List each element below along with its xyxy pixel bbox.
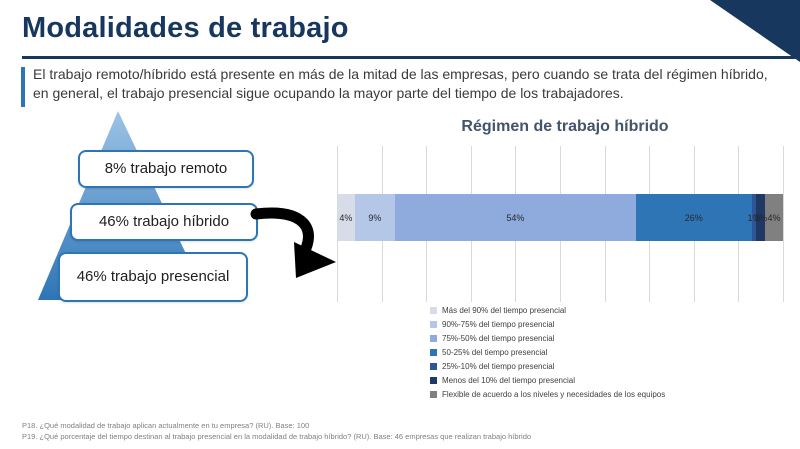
legend-item: 50-25% del tiempo presencial	[430, 348, 665, 357]
legend-swatch-icon	[430, 321, 437, 328]
legend-label: Más del 90% del tiempo presencial	[442, 306, 567, 315]
bar-segment: 2%	[754, 194, 768, 241]
bar-segment-label: 9%	[368, 212, 382, 223]
footnote-p19: P19. ¿Qué porcentaje del tiempo destinan…	[22, 431, 532, 441]
bar-segment: 4%	[337, 194, 355, 241]
footnote-p18: P18. ¿Qué modalidad de trabajo aplican a…	[22, 421, 310, 430]
stacked-bar: 4% 9% 54% 26% 1% 2% 4%	[337, 194, 783, 241]
subtitle-accent-bar	[21, 67, 25, 107]
legend-item: Más del 90% del tiempo presencial	[430, 306, 665, 315]
legend-swatch-icon	[430, 391, 437, 398]
pyramid-label-hibrido: 46% trabajo híbrido	[70, 203, 258, 241]
slide-subtitle: El trabajo remoto/híbrido está presente …	[33, 66, 768, 102]
bar-segment-label: 54%	[506, 212, 525, 223]
legend-swatch-icon	[430, 377, 437, 384]
chart-legend: Más del 90% del tiempo presencial 90%-75%…	[430, 306, 665, 404]
legend-swatch-icon	[430, 335, 437, 342]
legend-label: 90%-75% del tiempo presencial	[442, 320, 555, 329]
bar-segment-label: 4%	[339, 212, 353, 223]
legend-swatch-icon	[430, 349, 437, 356]
chart-title: Régimen de trabajo híbrido	[461, 118, 669, 135]
bar-segment: 4%	[765, 194, 783, 241]
legend-label: 50-25% del tiempo presencial	[442, 348, 548, 357]
arrow-icon	[250, 207, 336, 278]
legend-label: 75%-50% del tiempo presencial	[442, 334, 555, 343]
pyramid-label-hibrido-text: 46% trabajo híbrido	[98, 213, 230, 230]
bar-segment-label: 4%	[767, 212, 781, 223]
legend-item: 25%-10% del tiempo presencial	[430, 362, 665, 371]
legend-swatch-icon	[430, 363, 437, 370]
gridline	[783, 146, 784, 302]
footnotes: P18. ¿Qué modalidad de trabajo aplican a…	[22, 421, 531, 443]
legend-swatch-icon	[430, 307, 437, 314]
legend-label: 25%-10% del tiempo presencial	[442, 362, 555, 371]
bar-segment-label: 26%	[684, 212, 703, 223]
bar-segment-label: 2%	[754, 212, 768, 223]
corner-triangle-decoration	[710, 0, 800, 62]
pyramid-label-presencial-text: 46% trabajo presencial	[76, 268, 230, 285]
legend-label: Menos del 10% del tiempo presencial	[442, 376, 575, 385]
legend-item: 90%-75% del tiempo presencial	[430, 320, 665, 329]
legend-item: 75%-50% del tiempo presencial	[430, 334, 665, 343]
legend-item: Flexible de acuerdo a los niveles y nece…	[430, 390, 665, 399]
bar-segment: 54%	[394, 194, 636, 241]
pyramid-label-presencial: 46% trabajo presencial	[58, 252, 248, 302]
legend-label: Flexible de acuerdo a los niveles y nece…	[442, 390, 666, 399]
pyramid-label-remoto-text: 8% trabajo remoto	[104, 160, 228, 177]
bar-segment: 1%	[747, 194, 760, 241]
slide-title: Modalidades de trabajo	[22, 12, 349, 44]
title-underline	[22, 56, 795, 59]
bar-segment-label: 1%	[747, 212, 761, 223]
bar-segment: 9%	[354, 194, 395, 241]
pyramid-label-remoto: 8% trabajo remoto	[78, 150, 254, 188]
legend-item: Menos del 10% del tiempo presencial	[430, 376, 665, 385]
bar-segment: 26%	[635, 194, 752, 241]
